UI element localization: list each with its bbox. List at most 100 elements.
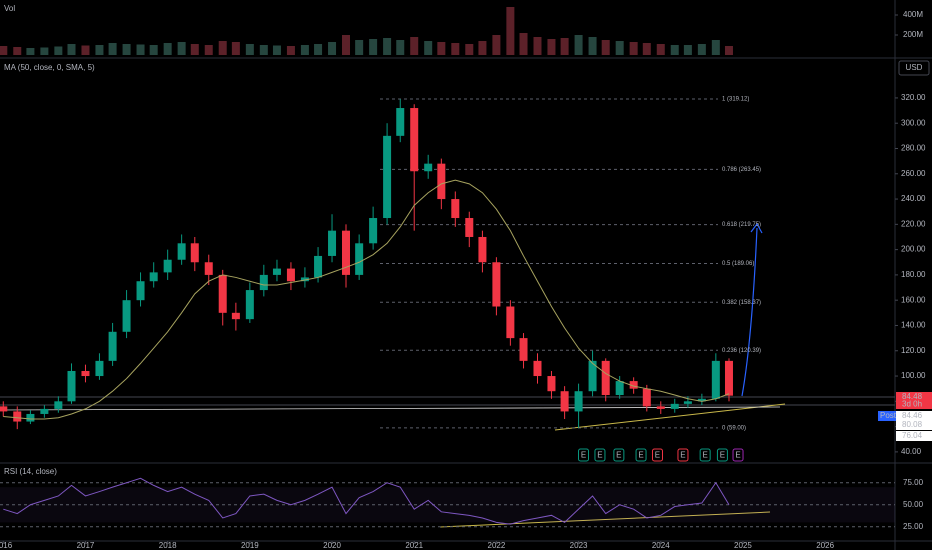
volume-bar: [478, 41, 487, 55]
x-tick-label: 2025: [734, 541, 752, 550]
candle-body: [231, 312, 240, 320]
candle-body: [588, 360, 597, 392]
candle-body: [410, 108, 419, 172]
volume-bar: [711, 40, 720, 55]
volume-bar: [328, 42, 337, 55]
earnings-label: E: [581, 451, 586, 460]
rsi-tick-label: 75.00: [903, 478, 924, 487]
candle-body: [697, 398, 706, 402]
fib-label: 0.5 (189.06): [722, 261, 754, 267]
fib-label: 0 (59.00): [722, 425, 746, 431]
volume-bar: [615, 41, 624, 55]
rsi-tick-label: 25.00: [903, 522, 924, 531]
y-tick-label: 300.00: [901, 118, 926, 127]
volume-bar: [67, 44, 76, 55]
y-tick-label: 140.00: [901, 321, 926, 330]
volume-bar: [108, 43, 117, 55]
fib-label: 0.618 (219.75): [722, 222, 761, 228]
earnings-marker: [635, 448, 647, 462]
volume-bar: [272, 45, 281, 55]
projection-arrowhead: [750, 222, 763, 234]
candle-body: [383, 135, 392, 219]
candle-body: [683, 401, 692, 404]
price-label: 84.48: [902, 392, 923, 401]
fib-label: 0.382 (158.37): [722, 300, 761, 306]
candle-body: [711, 360, 720, 399]
volume-bar: [642, 43, 651, 55]
candle-body: [0, 406, 8, 412]
volume-bar: [670, 45, 679, 55]
volume-bar: [204, 45, 213, 55]
price-label-box: [896, 392, 932, 402]
volume-bar: [547, 39, 556, 55]
currency-label: USD: [906, 63, 923, 72]
candle-body: [369, 218, 378, 244]
candle-body: [328, 230, 337, 256]
volume-bar: [724, 46, 733, 55]
earnings-marker: [613, 448, 625, 462]
volume-bar: [81, 45, 90, 55]
volume-bar: [424, 41, 433, 55]
earnings-label: E: [702, 451, 707, 460]
volume-bar: [656, 44, 665, 55]
currency-button[interactable]: [898, 60, 930, 76]
candle-body: [13, 411, 22, 422]
volume-bar: [629, 42, 638, 55]
candle-body: [478, 236, 487, 263]
price-label: 80.08: [902, 420, 923, 429]
volume-bar: [560, 38, 569, 55]
candle-body: [601, 360, 610, 395]
earnings-marker: [578, 448, 590, 462]
candle-body: [177, 243, 186, 260]
volume-bar: [122, 44, 131, 55]
candle-body: [259, 274, 268, 291]
volume-bar: [95, 45, 104, 55]
fib-label: 0.786 (263.45): [722, 167, 761, 173]
candle-body: [108, 331, 117, 361]
price-label: 76.04: [902, 431, 923, 440]
candle-body: [424, 163, 433, 172]
x-tick-label: 2024: [652, 541, 670, 550]
volume-bar: [451, 43, 460, 55]
earnings-label: E: [597, 451, 602, 460]
countdown-box: [896, 400, 932, 409]
volume-bar: [245, 44, 254, 55]
trend-line: [0, 406, 781, 411]
candle-body: [40, 408, 49, 414]
x-tick-label: 2026: [816, 541, 834, 550]
candle-body: [272, 268, 281, 275]
candle-body: [533, 360, 542, 377]
candle-body: [656, 406, 665, 409]
post-label: Post: [880, 411, 897, 420]
volume-bar: [492, 35, 501, 55]
volume-bar: [286, 46, 295, 55]
volume-bar: [342, 35, 351, 55]
candle-body: [642, 388, 651, 407]
volume-bar: [136, 44, 145, 55]
x-tick-label: 2022: [488, 541, 506, 550]
volume-bar: [40, 47, 49, 55]
candle-body: [204, 262, 213, 275]
x-tick-label: 2016: [0, 541, 13, 550]
y-tick-label: 240.00: [901, 194, 926, 203]
x-tick-label: 2021: [405, 541, 423, 550]
candle-body: [149, 272, 158, 282]
candle-body: [574, 391, 583, 412]
candle-body: [81, 370, 90, 377]
volume-bar: [574, 35, 583, 55]
price-label-box: [896, 420, 932, 430]
volume-bar: [601, 40, 610, 55]
x-tick-label: 2023: [570, 541, 588, 550]
y-tick-label: 180.00: [901, 270, 926, 279]
post-box: [878, 411, 896, 421]
candle-body: [506, 306, 515, 339]
volume-bar: [218, 41, 227, 55]
candle-body: [465, 218, 474, 237]
volume-bar: [533, 37, 542, 55]
rsi-line: [3, 477, 730, 525]
earnings-label: E: [680, 451, 685, 460]
volume-bar: [519, 33, 528, 55]
candle-body: [245, 290, 254, 320]
candle-body: [355, 243, 364, 275]
price-label: 84.46: [902, 411, 923, 420]
